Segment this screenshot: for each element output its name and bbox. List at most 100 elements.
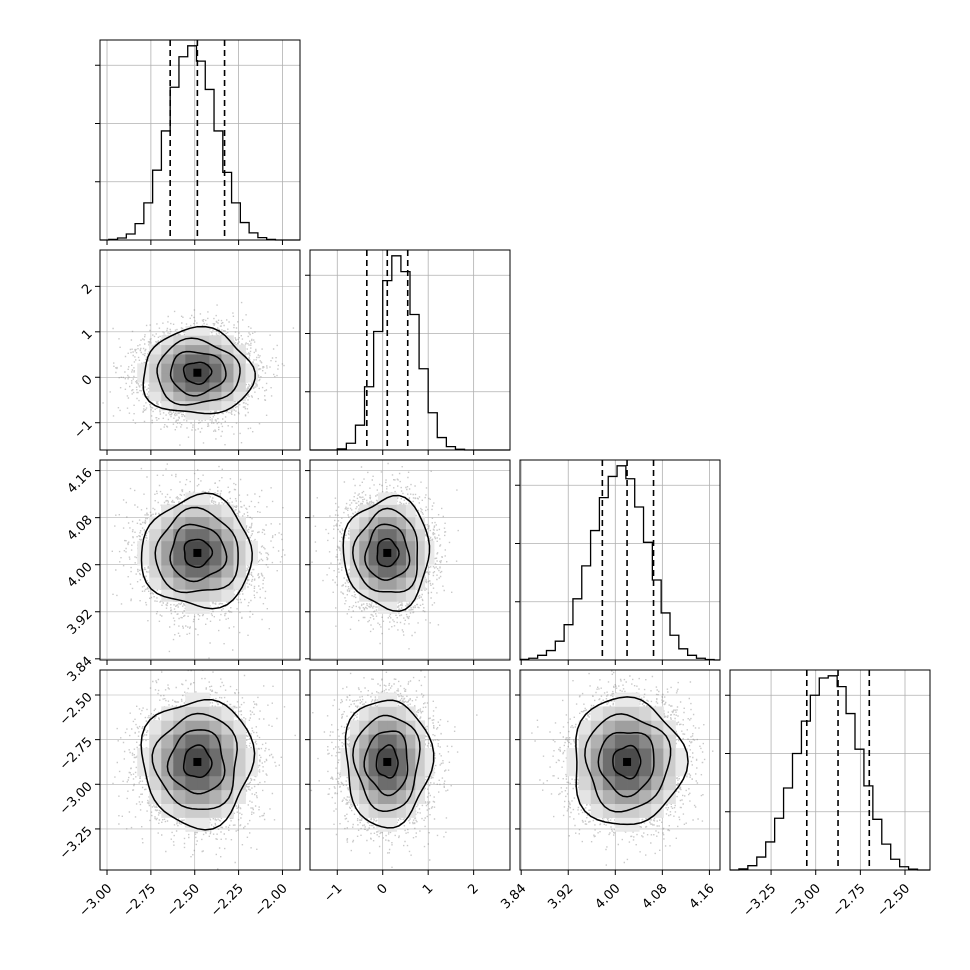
density-cell — [368, 552, 379, 566]
density-cell — [590, 775, 604, 791]
density-cell — [197, 775, 210, 791]
density-cell — [349, 516, 360, 530]
density-cell — [340, 748, 351, 763]
density-cell — [149, 391, 162, 402]
density-cell — [602, 734, 616, 749]
x-tick-label: −3.00 — [76, 881, 115, 920]
density-cell — [590, 803, 604, 818]
density-cell — [405, 589, 416, 602]
density-cell — [173, 565, 186, 578]
density-cell — [377, 492, 388, 505]
histogram-step — [310, 255, 510, 451]
density-cell — [396, 706, 407, 721]
density-cell — [415, 565, 426, 578]
density-cell — [359, 540, 369, 554]
density-cell — [349, 720, 360, 735]
density-cell — [578, 734, 592, 749]
density-peak — [193, 368, 202, 377]
density-cell — [377, 761, 388, 777]
density-cell — [387, 504, 398, 518]
x-tick-label: 2 — [465, 881, 481, 897]
contour-1.5sigma — [154, 506, 239, 594]
scatter-panel-1-2 — [309, 459, 511, 661]
density-cell — [149, 720, 162, 735]
density-cell — [396, 789, 407, 804]
density-peak — [383, 548, 392, 557]
density-cell — [245, 372, 258, 383]
panel-frame — [729, 669, 931, 871]
density-cell — [197, 528, 210, 542]
density-cell — [221, 400, 234, 411]
density-cell — [578, 789, 592, 804]
density-cell — [149, 354, 162, 364]
density-cell — [209, 363, 222, 374]
density-cell — [161, 565, 174, 578]
y-tick-label: −3.00 — [57, 779, 96, 818]
density-cell — [233, 540, 246, 554]
density-cell — [149, 577, 162, 590]
panel-frame — [99, 669, 301, 871]
density-cell — [377, 516, 388, 530]
scatter-panel-2-3 — [519, 669, 721, 871]
contour-2sigma — [140, 492, 253, 610]
density-cell — [161, 552, 174, 566]
density-cell — [396, 565, 407, 578]
density-cell — [368, 761, 379, 777]
x-tick-label: −2.25 — [208, 881, 247, 920]
y-tick-label: −1 — [71, 418, 95, 442]
x-tick-label: −3.00 — [785, 881, 824, 920]
x-tick-label: 3.84 — [498, 881, 529, 912]
contour-2sigma — [344, 699, 435, 829]
yaxis-3-1 — [305, 694, 310, 830]
density-cell — [359, 803, 369, 818]
density-cell — [377, 706, 388, 721]
xaxis-3-2: 3.84 3.92 4.00 4.08 4.16 — [498, 870, 718, 912]
density-cell — [137, 761, 150, 777]
density-peak — [383, 757, 392, 766]
contour-2sigma — [140, 698, 256, 831]
density-cell — [377, 577, 388, 590]
xaxis-1-0 — [106, 450, 283, 455]
x-tick-label: −3.25 — [741, 881, 780, 920]
yaxis-2-0: 3.84 3.92 4.00 4.08 4.16 — [65, 466, 100, 685]
density-cell — [663, 748, 676, 763]
density-cell — [639, 789, 652, 804]
density-cell — [209, 400, 222, 411]
contour-0.5sigma — [612, 744, 642, 780]
density-cell — [185, 400, 198, 411]
density-cell — [349, 789, 360, 804]
density-cell — [149, 734, 162, 749]
contour-0.5sigma — [375, 744, 399, 779]
density-cell — [221, 354, 234, 364]
density-cell — [209, 391, 222, 402]
xaxis-2-1 — [336, 660, 475, 665]
density-cell — [197, 382, 210, 392]
x-tick-label: 4.16 — [687, 881, 718, 912]
density-cell — [368, 589, 379, 602]
density-cell — [377, 504, 388, 518]
density-cell — [387, 748, 398, 763]
density-cell — [349, 748, 360, 763]
contour-1sigma — [169, 350, 227, 397]
density-cell — [209, 748, 222, 763]
density-cell — [197, 344, 210, 355]
contour-2sigma — [142, 325, 256, 415]
density-cell — [161, 400, 174, 411]
density-cell — [415, 789, 426, 804]
density-cell — [349, 528, 360, 542]
x-tick-label: 3.92 — [545, 881, 576, 912]
density-cell — [161, 391, 174, 402]
density-cell — [415, 577, 426, 590]
density-cell — [614, 775, 628, 791]
density-cell — [197, 410, 210, 420]
density-cell — [405, 720, 416, 735]
density-cell — [405, 789, 416, 804]
density-cell — [639, 748, 652, 763]
density-cell — [359, 565, 369, 578]
density-cell — [185, 516, 198, 530]
density-cell — [149, 748, 162, 763]
density-cell — [221, 748, 234, 763]
density-cell — [387, 761, 398, 777]
density-cell — [387, 552, 398, 566]
density-cell — [149, 761, 162, 777]
